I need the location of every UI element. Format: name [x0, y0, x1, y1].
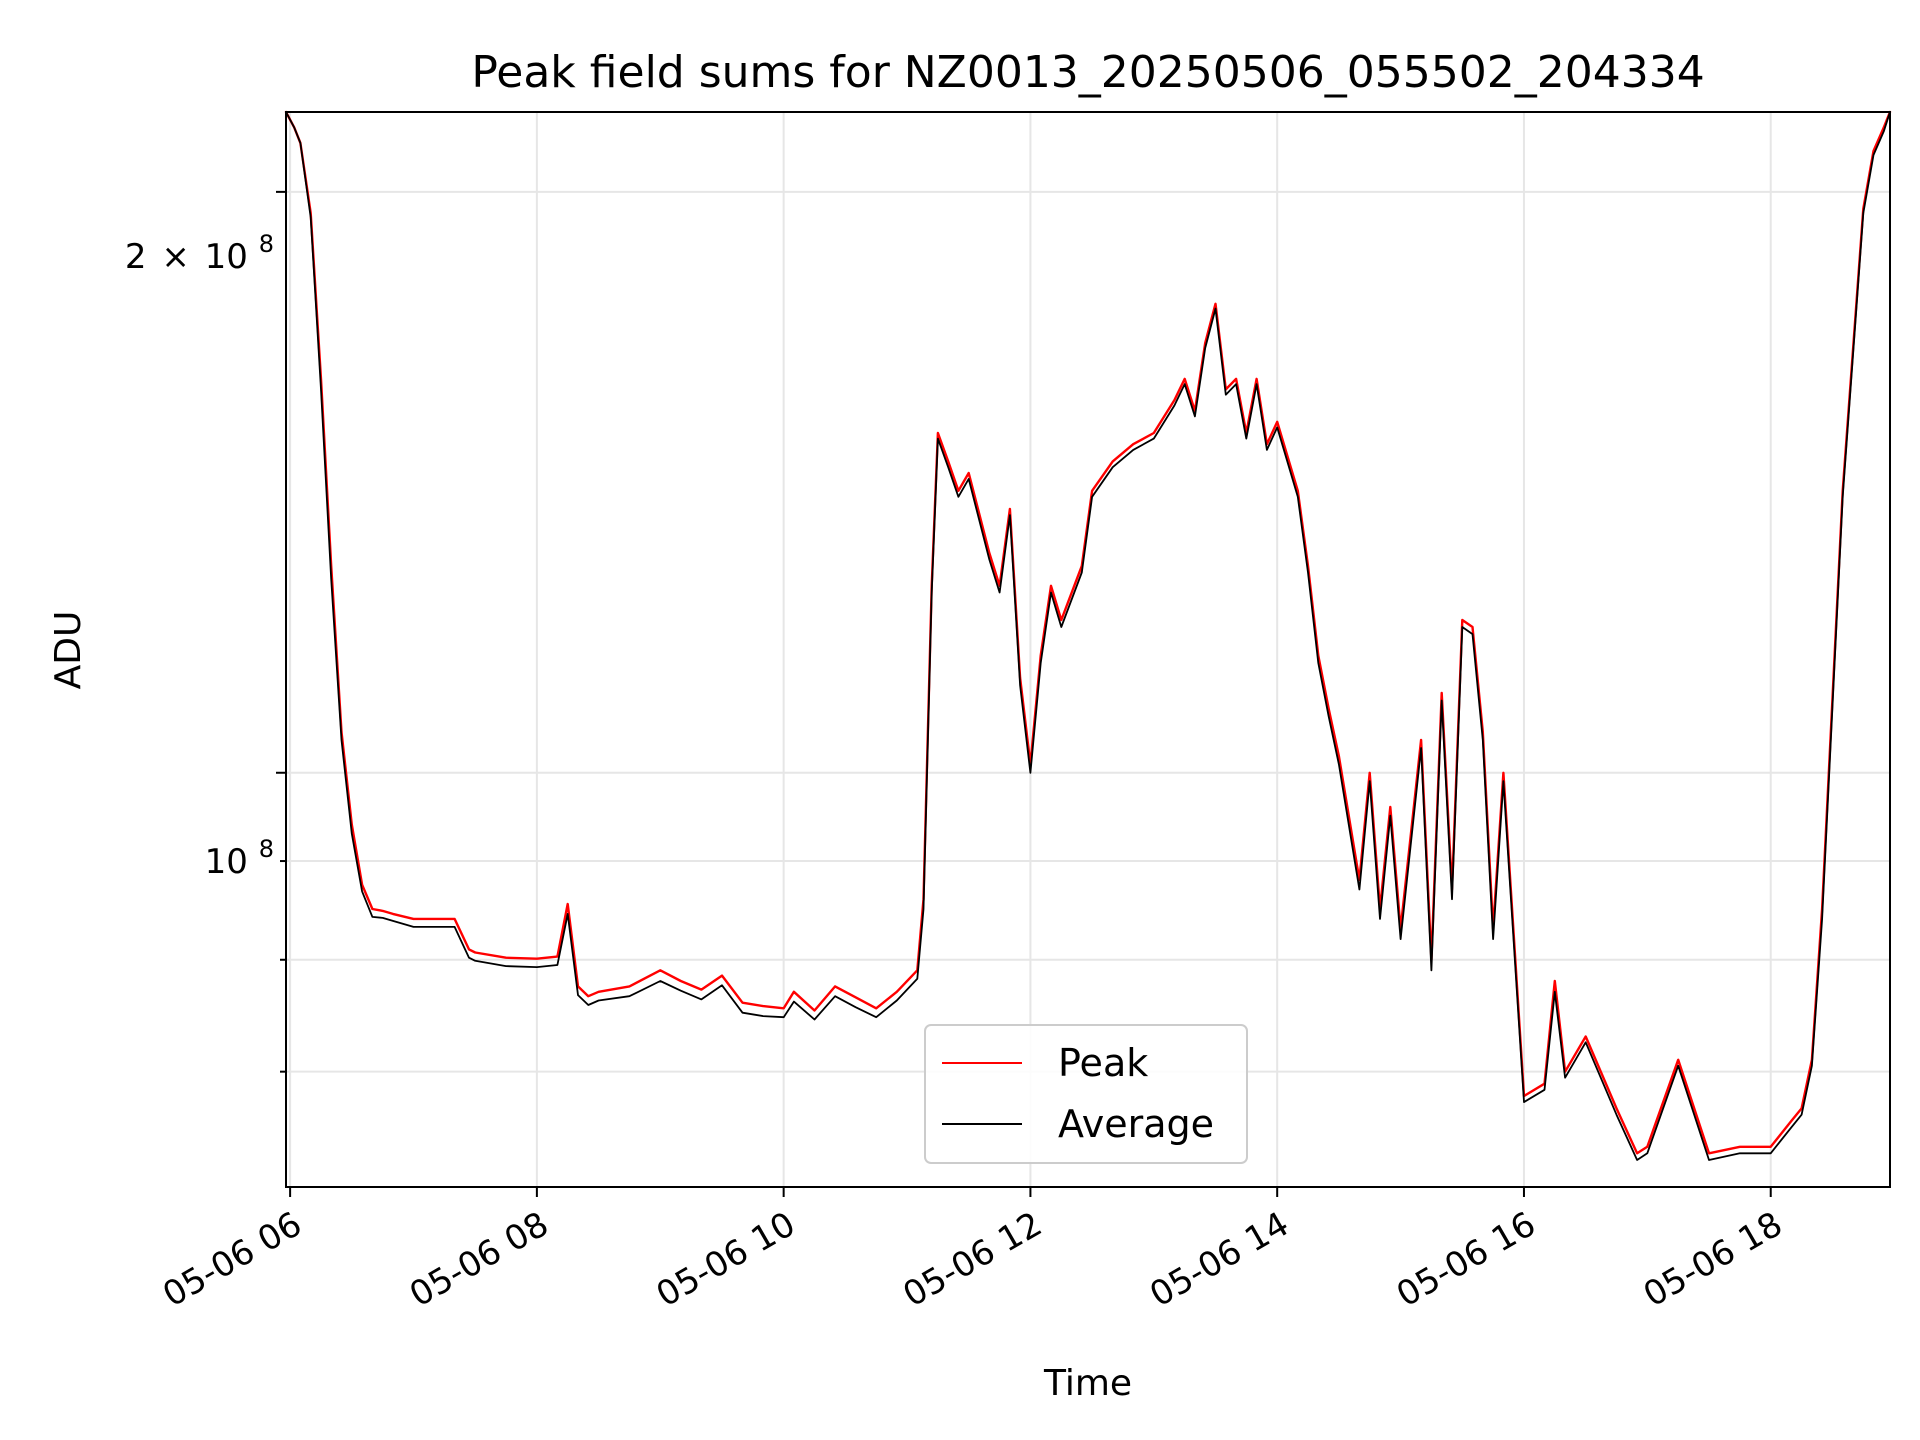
legend: Peak Average	[924, 1024, 1248, 1164]
series-line-average	[285, 111, 1891, 1161]
y-tick-label-lower: 10 8	[205, 835, 274, 882]
y-tick-label-upper: 2 × 10 8	[125, 230, 274, 277]
plot-frame	[285, 111, 1891, 1188]
series-line-peak	[284, 110, 1892, 1155]
legend-box	[924, 1024, 1248, 1164]
legend-label-peak: Peak	[1058, 1041, 1148, 1085]
x-axis-title: Time	[1043, 1363, 1132, 1404]
y-axis-ticks	[276, 190, 286, 1073]
chart-title: Peak field sums for NZ0013_20250506_0555…	[471, 47, 1704, 98]
grid-lines	[286, 112, 1890, 1187]
legend-label-average: Average	[1058, 1102, 1214, 1146]
y-axis-title: ADU	[48, 611, 89, 690]
plot-series	[284, 110, 1892, 1161]
